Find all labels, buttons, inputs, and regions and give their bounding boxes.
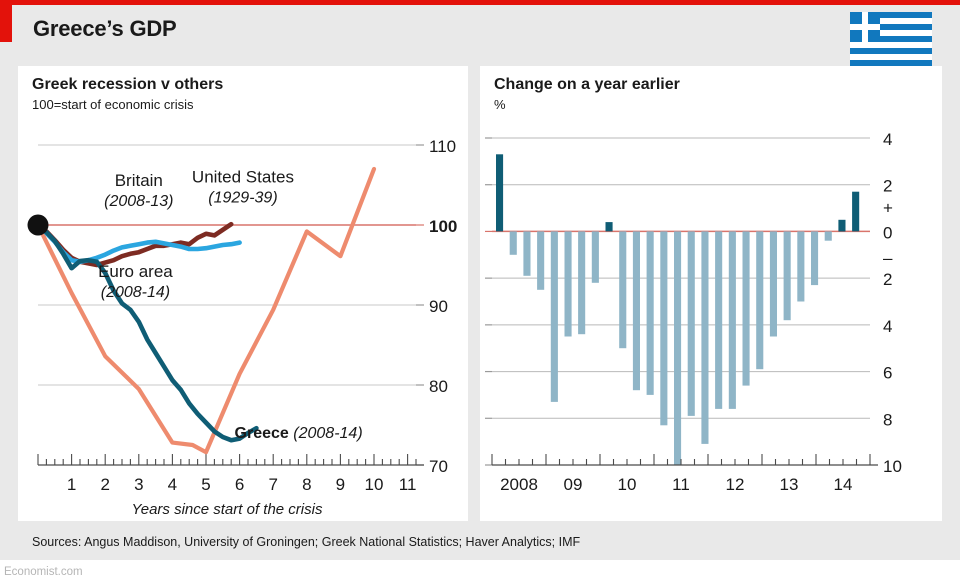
left-chart-panel: Greek recession v others 100=start of ec… (18, 66, 468, 521)
y-axis-label: 2 (883, 270, 892, 289)
svg-text:Greece (2008-14): Greece (2008-14) (235, 425, 363, 442)
bar (811, 231, 819, 286)
left-line-chart: 70 80 90 100 110 1 2 3 4 5 6 7 8 9 10 11 Years since sta… (27, 137, 457, 518)
x-axis-title: Years since start of the crisis (132, 501, 323, 518)
x-axis-label: 1 (67, 475, 76, 494)
y-axis-label: 10 (883, 457, 902, 476)
brand-bar: Economist.com (0, 560, 960, 587)
right-chart-subtitle: % (494, 97, 506, 112)
y-axis-label: 2 (883, 177, 892, 196)
sources-text: Sources: Angus Maddison, University of G… (32, 535, 581, 549)
y-axis-label: 70 (429, 457, 448, 476)
y-axis-label: 8 (883, 410, 892, 429)
left-chart-subtitle: 100=start of economic crisis (32, 97, 194, 112)
top-red-strip (0, 0, 960, 5)
negative-sign-marker: – (883, 248, 893, 267)
svg-text:Euro area: Euro area (98, 262, 173, 281)
x-axis-label: 4 (168, 475, 177, 494)
page-title: Greece’s GDP (33, 16, 177, 41)
series-annotation-euro-area: Euro area (2008-14) (98, 262, 173, 301)
x-axis-label: 2008 (500, 475, 538, 494)
right-chart-panel: Change on a year earlier % 4 2 0 2 4 6 8 10 + – 20… (480, 66, 942, 521)
bar (742, 231, 750, 386)
left-chart-title: Greek recession v others (32, 76, 224, 93)
red-accent-tab (0, 0, 12, 42)
svg-text:United States: United States (192, 168, 294, 187)
right-chart-title: Change on a year earlier (494, 76, 680, 93)
series-line-greece (35, 222, 259, 443)
bar (523, 231, 531, 276)
y-axis-label: 110 (429, 137, 456, 156)
bar (728, 231, 736, 409)
bar (756, 231, 764, 370)
x-axis-label: 13 (780, 475, 799, 494)
bar (783, 231, 791, 321)
series-annotation-united-states: United States (1929-39) (192, 168, 294, 207)
bar (578, 231, 586, 335)
x-axis-label: 9 (336, 475, 345, 494)
x-axis-label: 11 (399, 475, 417, 494)
bar (632, 231, 640, 391)
bar (769, 231, 777, 337)
x-axis-label: 6 (235, 475, 244, 494)
x-axis-label: 7 (268, 475, 277, 494)
x-axis-label: 11 (672, 475, 690, 494)
bar (797, 231, 805, 302)
x-axis-label: 3 (134, 475, 143, 494)
x-axis-label: 10 (618, 475, 637, 494)
bar (537, 231, 545, 290)
sources-bar: Sources: Angus Maddison, University of G… (0, 527, 960, 560)
y-axis-label: 80 (429, 377, 448, 396)
series-line-euro-area (35, 222, 242, 265)
y-axis-label: 0 (883, 223, 892, 242)
bar (509, 231, 517, 255)
bar (591, 231, 599, 283)
bar (660, 231, 668, 426)
bar (687, 231, 695, 416)
svg-text:(1929-39): (1929-39) (208, 190, 277, 207)
y-axis-label: 90 (429, 297, 448, 316)
start-of-crisis-dot (27, 214, 49, 236)
bar (550, 231, 558, 402)
x-axis-label: 14 (834, 475, 853, 494)
greece-flag-icon (850, 12, 932, 66)
y-axis-label: 6 (883, 364, 892, 383)
bar (619, 231, 627, 349)
bar (646, 231, 654, 395)
series-line-united-states (35, 166, 377, 455)
bar (496, 154, 504, 232)
bar (824, 231, 832, 241)
brand-text: Economist.com (4, 566, 83, 578)
bar (674, 231, 682, 465)
bar (605, 222, 613, 232)
x-axis-label: 8 (302, 475, 311, 494)
svg-text:(2008-14): (2008-14) (101, 284, 170, 301)
x-axis-label: 2 (100, 475, 109, 494)
svg-text:Britain: Britain (115, 171, 163, 190)
series-annotation-greece: Greece (2008-14) (235, 425, 363, 442)
y-axis-label: 100 (429, 217, 457, 236)
bar (564, 231, 572, 337)
y-axis-label: 4 (883, 130, 892, 149)
positive-sign-marker: + (883, 198, 893, 217)
x-axis-label: 12 (726, 475, 745, 494)
right-bar-chart: 4 2 0 2 4 6 8 10 + – 2008 09 10 11 12 13 14 (485, 130, 902, 494)
y-axis-label: 4 (883, 317, 892, 336)
svg-text:(2008-13): (2008-13) (104, 193, 173, 210)
series-annotation-britain: Britain (2008-13) (104, 171, 173, 210)
bar (701, 231, 709, 444)
x-axis-label: 09 (564, 475, 583, 494)
bar (852, 191, 860, 232)
bar (715, 231, 723, 409)
x-axis-label: 5 (201, 475, 210, 494)
bar (838, 219, 846, 232)
x-axis-label: 10 (365, 475, 384, 494)
